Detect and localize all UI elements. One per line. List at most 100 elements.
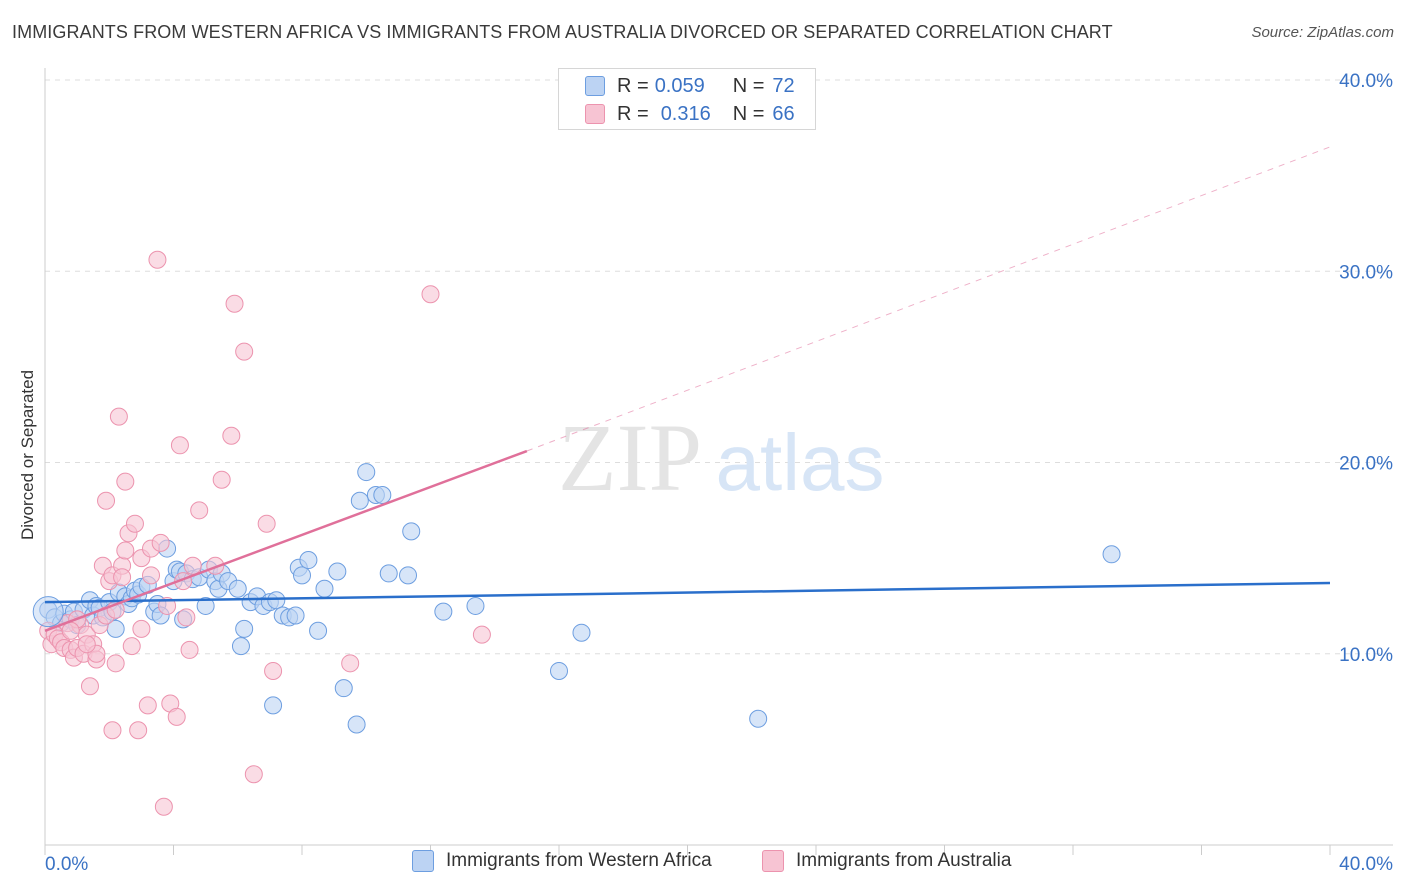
point-australia	[77, 635, 96, 654]
y-tick-label: 10.0%	[1339, 645, 1393, 666]
point-australia	[116, 541, 135, 560]
point-western-africa	[379, 564, 398, 583]
point-australia	[244, 765, 263, 784]
series-legend-australia: Immigrants from Australia	[762, 850, 1011, 872]
point-australia	[158, 596, 177, 615]
legend-row-australia: R = 0.316 N = 66	[585, 101, 795, 127]
point-western-africa	[293, 566, 311, 585]
point-western-africa	[357, 463, 376, 482]
point-western-africa	[231, 637, 250, 656]
point-australia	[212, 470, 231, 489]
point-australia	[116, 472, 135, 491]
y-tick-label: 40.0%	[1339, 71, 1393, 92]
x-tick-label: 40.0%	[1339, 854, 1393, 875]
point-australia	[183, 556, 202, 575]
y-axis-title: Divorced or Separated	[18, 369, 37, 541]
point-australia	[264, 661, 283, 680]
point-australia	[341, 654, 360, 673]
point-western-africa	[373, 486, 392, 505]
point-western-africa	[399, 566, 418, 585]
tick-labels: 10.0% 20.0% 30.0% 40.0% 0.0% 40.0%	[45, 71, 1393, 875]
series-label: Immigrants from Australia	[796, 850, 1012, 871]
axes	[44, 68, 1393, 855]
point-western-africa	[309, 621, 328, 640]
source-label: Source: ZipAtlas.com	[1251, 24, 1394, 41]
point-australia	[421, 285, 440, 304]
point-australia	[154, 797, 173, 816]
point-australia	[109, 407, 128, 426]
point-western-africa	[749, 709, 768, 728]
point-australia	[132, 619, 151, 638]
point-australia	[257, 514, 276, 533]
legend-r-label: R =	[617, 74, 649, 97]
point-western-africa	[402, 522, 421, 541]
point-western-africa	[235, 619, 254, 638]
legend-n-label: N =	[732, 74, 765, 97]
point-australia	[151, 533, 170, 552]
point-australia	[97, 491, 116, 510]
point-australia	[122, 637, 141, 656]
point-australia	[142, 566, 161, 585]
point-western-africa	[264, 696, 283, 715]
legend-swatch-pink	[585, 104, 605, 124]
trend-lines	[44, 146, 1331, 632]
legend-swatch-blue	[585, 76, 605, 96]
point-western-africa	[1102, 545, 1121, 564]
point-australia	[190, 501, 209, 520]
series-label: Immigrants from Western Africa	[446, 850, 712, 871]
series-swatch-blue	[412, 850, 434, 872]
legend-n-value: 66	[772, 102, 795, 125]
point-australia	[125, 514, 144, 533]
point-australia	[167, 707, 186, 726]
point-western-africa	[286, 606, 305, 625]
legend-r-value: 0.316	[660, 102, 711, 125]
point-australia	[80, 677, 99, 696]
point-australia	[148, 250, 167, 269]
series-swatch-pink	[762, 850, 784, 872]
point-australia	[235, 342, 254, 361]
series-legend-western-africa: Immigrants from Western Africa	[412, 850, 712, 872]
point-western-africa	[466, 596, 485, 615]
scatter-points	[32, 250, 1121, 816]
point-australia	[129, 721, 148, 740]
point-western-africa	[550, 661, 568, 680]
legend-row-western-africa: R = 0.059 N = 72	[585, 73, 795, 99]
point-western-africa	[347, 715, 366, 734]
point-western-africa	[350, 491, 369, 510]
point-western-africa	[315, 579, 334, 598]
point-western-africa	[572, 623, 591, 642]
legend-n-label: N =	[732, 102, 765, 125]
point-western-africa	[434, 602, 453, 621]
point-australia	[180, 640, 199, 659]
trend-line-australia	[44, 449, 528, 632]
x-tick-label: 0.0%	[45, 854, 88, 875]
series-legend: Immigrants from Western Africa Immigrant…	[0, 850, 1406, 880]
point-cluster	[32, 596, 64, 628]
point-western-africa	[228, 579, 247, 598]
y-tick-label: 30.0%	[1339, 262, 1393, 283]
watermark-zip: ZIP	[558, 404, 702, 511]
point-australia	[222, 426, 241, 445]
chart-title: IMMIGRANTS FROM WESTERN AFRICA VS IMMIGR…	[12, 22, 1113, 42]
grid-lines	[45, 79, 1393, 655]
point-australia	[113, 568, 132, 587]
y-tick-label: 20.0%	[1339, 454, 1393, 475]
legend-n-value: 72	[772, 74, 795, 97]
point-western-africa	[299, 551, 318, 570]
point-western-africa	[328, 562, 347, 581]
point-australia	[106, 654, 125, 673]
watermark-atlas: atlas	[716, 418, 885, 507]
legend-r-label: R =	[617, 102, 649, 125]
trend-line-western-africa	[44, 581, 1331, 604]
correlation-legend: R = 0.059 N = 72 R = 0.316 N = 66	[558, 68, 816, 130]
point-australia	[225, 294, 244, 313]
point-western-africa	[196, 596, 215, 615]
point-australia	[138, 696, 157, 715]
point-australia	[61, 621, 80, 640]
point-australia	[103, 721, 122, 740]
point-australia	[472, 625, 491, 644]
point-australia	[177, 608, 196, 627]
point-australia	[170, 436, 189, 455]
point-western-africa	[267, 591, 286, 610]
